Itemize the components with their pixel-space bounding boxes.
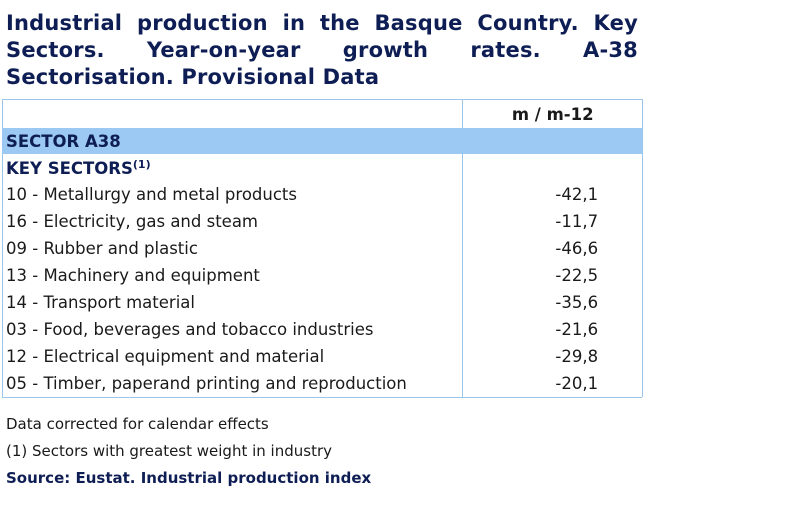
row-value: -22,5 — [462, 262, 642, 289]
table-frame-right — [642, 99, 643, 397]
page-title: Industrial production in the Basque Coun… — [6, 11, 638, 89]
row-label: 05 - Timber, paperand printing and repro… — [2, 370, 463, 398]
row-label: 10 - Metallurgy and metal products — [6, 185, 297, 204]
row-value: -20,1 — [462, 370, 642, 398]
table-row: 12 - Electrical equipment and material -2… — [2, 343, 642, 370]
key-sectors-row: KEY SECTORS(1) — [2, 154, 642, 181]
data-table: m / m-12 SECTOR A38 KEY SECTORS(1) 10 - … — [2, 99, 642, 398]
key-sectors-footnote-ref: (1) — [132, 157, 151, 171]
key-sectors-empty-cell — [462, 154, 642, 181]
table-row: 03 - Food, beverages and tobacco industr… — [2, 316, 642, 343]
source-note: Source: Eustat. Industrial production in… — [6, 469, 372, 487]
table-row: 16 - Electricity, gas and steam -11,7 — [2, 208, 642, 235]
table-row: 14 - Transport material -35,6 — [2, 289, 642, 316]
table-row: 13 - Machinery and equipment -22,5 — [2, 262, 642, 289]
row-label: 14 - Transport material — [6, 293, 195, 312]
key-sectors-label: KEY SECTORS(1) — [2, 154, 463, 181]
column-header: m / m-12 — [462, 99, 642, 128]
row-value: -42,1 — [462, 181, 642, 208]
row-value: -46,6 — [462, 235, 642, 262]
row-label: 03 - Food, beverages and tobacco industr… — [6, 320, 374, 339]
header-empty-cell — [2, 99, 463, 128]
table-row: 05 - Timber, paperand printing and repro… — [2, 370, 642, 398]
key-sectors-text: KEY SECTORS — [6, 158, 133, 178]
calendar-note: Data corrected for calendar effects — [6, 415, 269, 433]
table-frame-left — [2, 99, 3, 397]
row-label: 12 - Electrical equipment and material — [6, 347, 325, 366]
row-label: 13 - Machinery and equipment — [6, 266, 260, 285]
table-row: 09 - Rubber and plastic -46,6 — [2, 235, 642, 262]
row-value: -29,8 — [462, 343, 642, 370]
sector-empty-cell — [462, 128, 642, 154]
notes: Data corrected for calendar effects (1) … — [6, 411, 371, 492]
row-value: -21,6 — [462, 316, 642, 343]
table-row: 10 - Metallurgy and metal products -42,1 — [2, 181, 642, 208]
sector-label: SECTOR A38 — [2, 128, 463, 154]
table-header-row: m / m-12 — [2, 99, 642, 128]
row-label: 09 - Rubber and plastic — [6, 239, 198, 258]
row-value: -11,7 — [462, 208, 642, 235]
row-label: 16 - Electricity, gas and steam — [6, 212, 259, 231]
sector-row: SECTOR A38 — [2, 128, 642, 154]
row-value: -35,6 — [462, 289, 642, 316]
footnote: (1) Sectors with greatest weight in indu… — [6, 442, 332, 460]
